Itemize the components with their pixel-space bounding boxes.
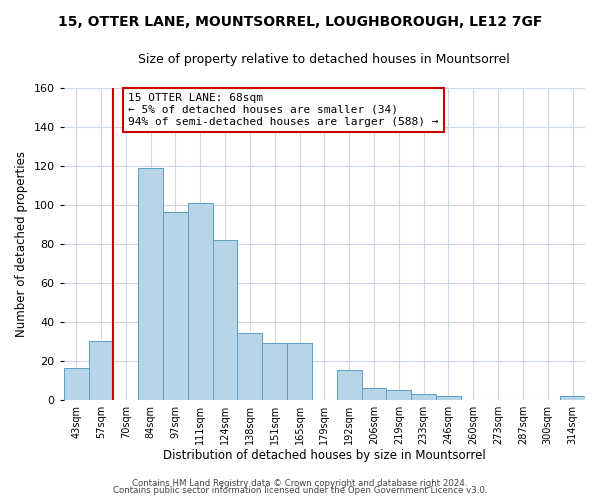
Bar <box>362 388 386 400</box>
Text: Contains public sector information licensed under the Open Government Licence v3: Contains public sector information licen… <box>113 486 487 495</box>
Y-axis label: Number of detached properties: Number of detached properties <box>15 150 28 336</box>
Bar <box>64 368 89 400</box>
Bar <box>262 343 287 400</box>
Text: 15, OTTER LANE, MOUNTSORREL, LOUGHBOROUGH, LE12 7GF: 15, OTTER LANE, MOUNTSORREL, LOUGHBOROUG… <box>58 15 542 29</box>
Bar <box>238 334 262 400</box>
Bar <box>560 396 585 400</box>
Bar <box>212 240 238 400</box>
Text: Contains HM Land Registry data © Crown copyright and database right 2024.: Contains HM Land Registry data © Crown c… <box>132 478 468 488</box>
Title: Size of property relative to detached houses in Mountsorrel: Size of property relative to detached ho… <box>139 52 510 66</box>
Bar <box>188 202 212 400</box>
X-axis label: Distribution of detached houses by size in Mountsorrel: Distribution of detached houses by size … <box>163 450 486 462</box>
Bar <box>411 394 436 400</box>
Bar <box>436 396 461 400</box>
Bar <box>89 341 113 400</box>
Bar <box>163 212 188 400</box>
Text: 15 OTTER LANE: 68sqm
← 5% of detached houses are smaller (34)
94% of semi-detach: 15 OTTER LANE: 68sqm ← 5% of detached ho… <box>128 94 439 126</box>
Bar <box>138 168 163 400</box>
Bar <box>386 390 411 400</box>
Bar <box>287 343 312 400</box>
Bar <box>337 370 362 400</box>
